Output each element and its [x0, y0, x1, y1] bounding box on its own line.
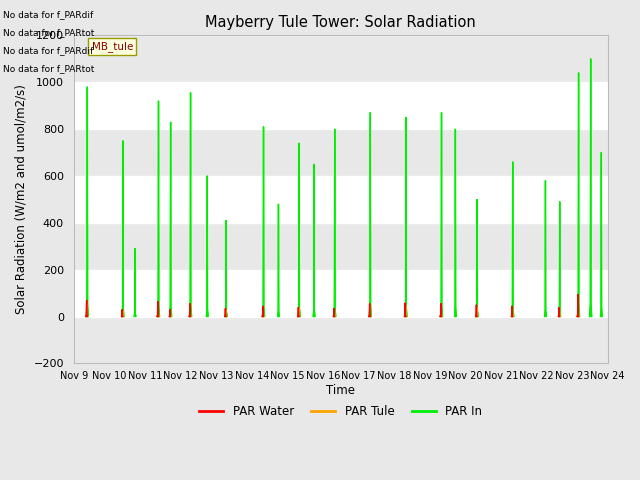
Polygon shape: [262, 127, 264, 316]
Text: No data for f_PARtot: No data for f_PARtot: [3, 64, 95, 73]
Bar: [74, 129, 608, 176]
Polygon shape: [369, 304, 371, 316]
Polygon shape: [86, 87, 88, 316]
Legend: PAR Water, PAR Tule, PAR In: PAR Water, PAR Tule, PAR In: [195, 401, 487, 423]
Polygon shape: [511, 306, 513, 316]
Polygon shape: [189, 93, 191, 316]
Text: No data for f_PARdif: No data for f_PARdif: [3, 10, 93, 19]
Polygon shape: [170, 122, 172, 316]
Polygon shape: [169, 310, 171, 316]
Polygon shape: [333, 308, 335, 316]
Polygon shape: [122, 310, 123, 316]
Polygon shape: [589, 59, 592, 316]
Polygon shape: [298, 307, 299, 316]
Polygon shape: [476, 199, 478, 316]
Polygon shape: [298, 308, 300, 316]
Polygon shape: [313, 164, 315, 316]
Polygon shape: [440, 304, 442, 316]
Polygon shape: [558, 308, 560, 316]
X-axis label: Time: Time: [326, 384, 355, 397]
Polygon shape: [157, 101, 159, 316]
Polygon shape: [157, 301, 159, 316]
Text: No data for f_PARtot: No data for f_PARtot: [3, 28, 95, 37]
Polygon shape: [225, 220, 227, 316]
Polygon shape: [369, 113, 371, 316]
Polygon shape: [577, 300, 579, 316]
Polygon shape: [278, 204, 279, 316]
Polygon shape: [157, 305, 159, 316]
Polygon shape: [333, 129, 336, 316]
Polygon shape: [440, 306, 442, 316]
Polygon shape: [404, 305, 406, 316]
Polygon shape: [476, 305, 477, 316]
Polygon shape: [189, 304, 191, 316]
Title: Mayberry Tule Tower: Solar Radiation: Mayberry Tule Tower: Solar Radiation: [205, 15, 476, 30]
Polygon shape: [440, 113, 443, 316]
Polygon shape: [122, 311, 124, 316]
Polygon shape: [404, 303, 406, 316]
Polygon shape: [511, 308, 513, 316]
Polygon shape: [454, 129, 456, 316]
Polygon shape: [600, 153, 602, 316]
Bar: [74, 223, 608, 270]
Polygon shape: [134, 249, 136, 316]
Polygon shape: [545, 180, 547, 316]
Polygon shape: [298, 143, 300, 316]
Y-axis label: Solar Radiation (W/m2 and umol/m2/s): Solar Radiation (W/m2 and umol/m2/s): [15, 84, 28, 314]
Polygon shape: [170, 311, 171, 316]
Polygon shape: [559, 202, 561, 316]
Polygon shape: [405, 117, 407, 316]
Polygon shape: [122, 141, 124, 316]
Polygon shape: [577, 294, 579, 316]
Polygon shape: [262, 306, 264, 316]
Text: No data for f_PARdif: No data for f_PARdif: [3, 46, 93, 55]
Bar: [74, 316, 608, 363]
Polygon shape: [206, 176, 208, 316]
Polygon shape: [577, 73, 580, 316]
Polygon shape: [189, 307, 191, 316]
Polygon shape: [476, 307, 477, 316]
Polygon shape: [86, 300, 88, 316]
Polygon shape: [558, 309, 561, 316]
Bar: [74, 36, 608, 82]
Polygon shape: [86, 304, 88, 316]
Polygon shape: [369, 306, 371, 316]
Polygon shape: [262, 308, 264, 316]
Polygon shape: [225, 310, 227, 316]
Polygon shape: [225, 308, 226, 316]
Text: MB_tule: MB_tule: [92, 41, 133, 52]
Polygon shape: [333, 310, 335, 316]
Polygon shape: [511, 162, 514, 316]
